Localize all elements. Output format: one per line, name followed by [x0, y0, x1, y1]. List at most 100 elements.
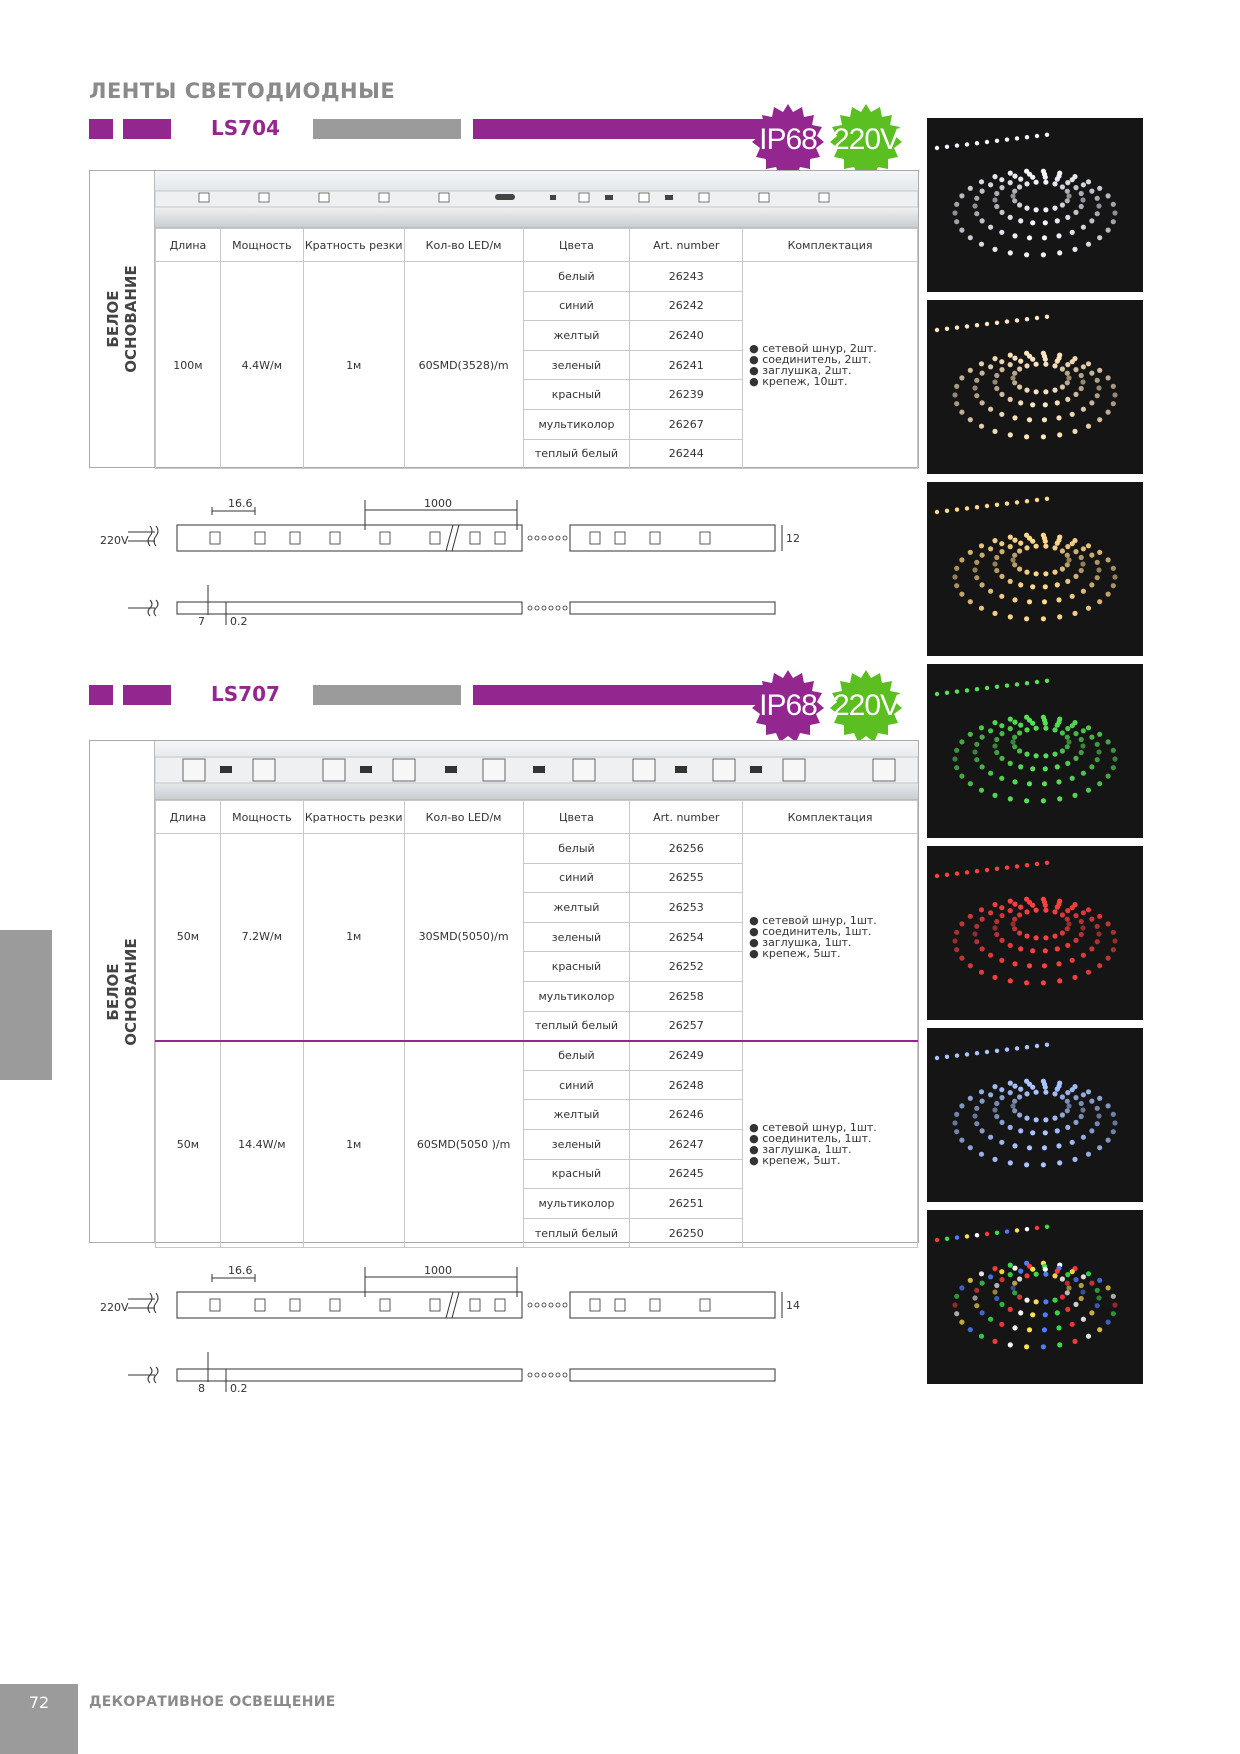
art-cell: 26250: [629, 1217, 744, 1249]
art-cell: 26254: [629, 921, 744, 953]
header-bar-gray: [313, 119, 461, 139]
art-cell: 26239: [629, 379, 744, 410]
color-cell: теплый белый: [522, 438, 631, 470]
col-color: Цвета: [522, 800, 631, 834]
header-marker: [123, 119, 171, 139]
led-strip-photo: [155, 171, 918, 228]
art-cell: 26252: [629, 951, 744, 982]
col-cut: Кратность резки: [302, 228, 405, 262]
power-cell: 14.4W/м: [219, 1040, 304, 1249]
art-cell: 26247: [629, 1128, 744, 1160]
color-cell: теплый белый: [522, 1010, 631, 1042]
color-cell: зеленый: [522, 349, 631, 381]
art-cell: 26267: [629, 408, 744, 440]
page-title: ЛЕНТЫ СВЕТОДИОДНЫЕ: [89, 79, 396, 103]
art-cell: 26249: [629, 1040, 744, 1071]
col-kit: Комплектация: [742, 228, 918, 262]
section-header-ls704: LS704: [0, 116, 930, 142]
color-cell: мультиколор: [522, 980, 631, 1012]
segment-dimension: 1000: [424, 497, 452, 510]
photo-white: [927, 118, 1143, 292]
header-marker: [123, 685, 171, 705]
led-strip-photo: [155, 741, 918, 800]
col-cut: Кратность резки: [302, 800, 405, 834]
leds-cell: 60SMD(5050 )/m: [403, 1040, 524, 1249]
color-cell: красный: [522, 951, 631, 982]
thickness-dimension: 7: [198, 615, 205, 628]
pitch-dimension: 16.6: [228, 497, 253, 510]
cut-cell: 1м: [302, 260, 405, 470]
base-label: БЕЛОЕ ОСНОВАНИЕ: [90, 171, 155, 467]
ip-rating-badge: IP68: [752, 104, 824, 176]
kit-cell: ● сетевой шнур, 1шт. ● соединитель, 1шт.…: [742, 1040, 918, 1249]
cut-cell: 1м: [302, 832, 405, 1042]
art-cell: 26257: [629, 1010, 744, 1042]
art-cell: 26253: [629, 892, 744, 923]
color-cell: мультиколор: [522, 408, 631, 440]
photo-green: [927, 664, 1143, 838]
technical-drawing-ls707: 16.6 1000 220V 14 8 0.2: [100, 1264, 800, 1395]
length-cell: 100м: [155, 260, 221, 470]
section-header-ls707: LS707: [0, 682, 930, 708]
art-cell: 26251: [629, 1188, 744, 1219]
height-dimension: 12: [786, 532, 800, 545]
pitch-dimension: 16.6: [228, 1264, 253, 1277]
art-cell: 26246: [629, 1099, 744, 1130]
header-bar-purple: [473, 685, 803, 705]
color-cell: желтый: [522, 1099, 631, 1130]
art-cell: 26241: [629, 349, 744, 381]
color-cell: синий: [522, 290, 631, 322]
voltage-label: 220V: [100, 534, 129, 547]
color-cell: зеленый: [522, 921, 631, 953]
base-label: БЕЛОЕ ОСНОВАНИЕ: [90, 741, 155, 1242]
page-number: 72: [0, 1684, 78, 1754]
color-cell: желтый: [522, 892, 631, 923]
cut-cell: 1м: [302, 1040, 405, 1249]
voltage-label: 220V: [100, 1301, 129, 1314]
color-cell: теплый белый: [522, 1217, 631, 1249]
gap-dimension: 0.2: [230, 1382, 248, 1395]
power-cell: 7.2W/м: [219, 832, 304, 1042]
gap-dimension: 0.2: [230, 615, 248, 628]
art-cell: 26256: [629, 833, 744, 864]
leds-cell: 30SMD(5050)/m: [403, 832, 524, 1042]
kit-cell: ● сетевой шнур, 1шт. ● соединитель, 1шт.…: [742, 832, 918, 1042]
art-cell: 26245: [629, 1158, 744, 1190]
segment-dimension: 1000: [424, 1264, 452, 1277]
col-power: Мощность: [219, 800, 304, 834]
length-cell: 50м: [155, 832, 221, 1042]
art-cell: 26258: [629, 980, 744, 1012]
power-cell: 4.4W/м: [219, 260, 304, 470]
col-leds: Кол-во LED/м: [403, 800, 524, 834]
art-cell: 26248: [629, 1069, 744, 1101]
col-art: Art. number: [629, 228, 744, 262]
side-tab: [0, 930, 52, 1080]
header-bar-purple: [473, 119, 803, 139]
color-cell: белый: [522, 1040, 631, 1071]
art-cell: 26242: [629, 290, 744, 322]
col-color: Цвета: [522, 228, 631, 262]
kit-cell: ● сетевой шнур, 2шт. ● соединитель, 2шт.…: [742, 260, 918, 470]
col-length: Длина: [155, 800, 221, 834]
model-title: LS707: [211, 682, 280, 706]
art-cell: 26244: [629, 438, 744, 470]
art-cell: 26255: [629, 862, 744, 894]
ip-rating-badge: IP68: [752, 670, 824, 742]
spec-table-ls707: БЕЛОЕ ОСНОВАНИЕ Длина Мощность Кратность …: [89, 740, 919, 1249]
photo-blue: [927, 1028, 1143, 1202]
header-bar-gray: [313, 685, 461, 705]
thickness-dimension: 8: [198, 1382, 205, 1395]
col-leds: Кол-во LED/м: [403, 228, 524, 262]
photo-yellow: [927, 482, 1143, 656]
height-dimension: 14: [786, 1299, 800, 1312]
voltage-badge: 220V: [830, 104, 902, 176]
col-kit: Комплектация: [742, 800, 918, 834]
length-cell: 50м: [155, 1040, 221, 1249]
color-cell: мультиколор: [522, 1188, 631, 1219]
color-cell: зеленый: [522, 1128, 631, 1160]
photo-multicolor: [927, 1210, 1143, 1384]
header-marker: [89, 685, 113, 705]
color-cell: синий: [522, 862, 631, 894]
photo-red: [927, 846, 1143, 1020]
leds-cell: 60SMD(3528)/m: [403, 260, 524, 470]
